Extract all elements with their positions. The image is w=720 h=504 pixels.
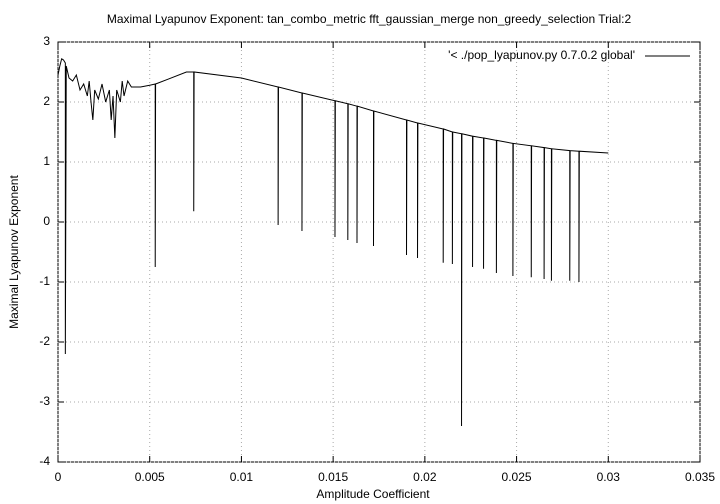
- y-tick-label: 1: [43, 154, 50, 168]
- y-tick-label: -2: [39, 334, 50, 348]
- x-tick-label: 0: [55, 470, 62, 484]
- y-tick-label: 3: [43, 34, 50, 48]
- data-line: [57, 57, 609, 427]
- x-axis-label: Amplitude Coefficient: [316, 487, 430, 501]
- plot-frame: [57, 41, 701, 463]
- chart-title: Maximal Lyapunov Exponent: tan_combo_met…: [107, 12, 632, 26]
- legend-label: '< ./pop_lyapunov.py 0.7.0.2 global': [448, 48, 635, 62]
- y-tick-label: -3: [39, 394, 50, 408]
- x-tick-label: 0.025: [502, 470, 532, 484]
- y-tick-label: 2: [43, 94, 50, 108]
- x-tick-label: 0.035: [685, 470, 715, 484]
- x-tick-label: 0.03: [597, 470, 621, 484]
- y-tick-label: 0: [43, 214, 50, 228]
- x-tick-label: 0.015: [318, 470, 348, 484]
- x-tick-label: 0.01: [230, 470, 254, 484]
- y-tick-label: -4: [39, 454, 50, 468]
- x-tick-label: 0.02: [413, 470, 437, 484]
- x-tick-label: 0.005: [135, 470, 165, 484]
- y-tick-label: -1: [39, 274, 50, 288]
- y-axis-label: Maximal Lyapunov Exponent: [7, 175, 21, 329]
